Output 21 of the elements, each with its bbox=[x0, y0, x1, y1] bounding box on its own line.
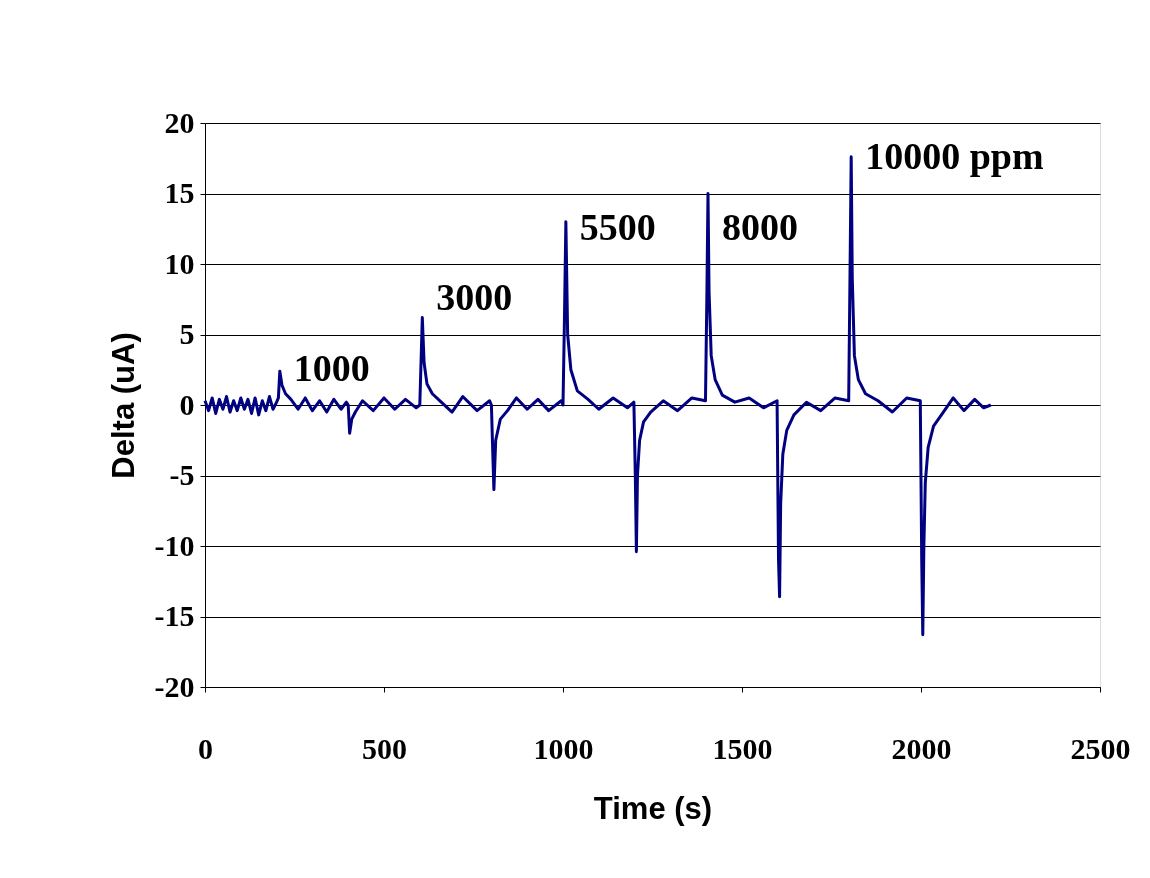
y-tick-label: -5 bbox=[169, 458, 195, 491]
annotation: 8000 bbox=[721, 205, 798, 248]
x-tick-label: 2500 bbox=[1070, 731, 1131, 765]
x-tick-label: 500 bbox=[362, 731, 407, 765]
y-tick-label: 5 bbox=[179, 317, 195, 350]
y-tick-label: 10 bbox=[164, 246, 195, 280]
y-tick-label: -20 bbox=[154, 669, 195, 703]
annotation: 3000 bbox=[436, 276, 513, 319]
annotation: 5500 bbox=[579, 205, 656, 248]
x-tick-label: 2000 bbox=[891, 731, 952, 765]
x-tick-label: 1500 bbox=[712, 731, 773, 765]
y-axis-title: Delta (uA) bbox=[105, 332, 141, 479]
y-tick-label: 20 bbox=[164, 105, 195, 139]
annotation: 1000 bbox=[293, 346, 370, 389]
x-axis-title: Time (s) bbox=[593, 790, 713, 826]
y-tick-label: -15 bbox=[154, 599, 195, 632]
x-tick-label: 1000 bbox=[533, 731, 594, 765]
y-tick-label: 0 bbox=[179, 387, 195, 421]
annotation: 10000 ppm bbox=[865, 135, 1044, 178]
y-tick-label: 15 bbox=[164, 176, 195, 209]
y-tick-label: -10 bbox=[154, 528, 195, 562]
